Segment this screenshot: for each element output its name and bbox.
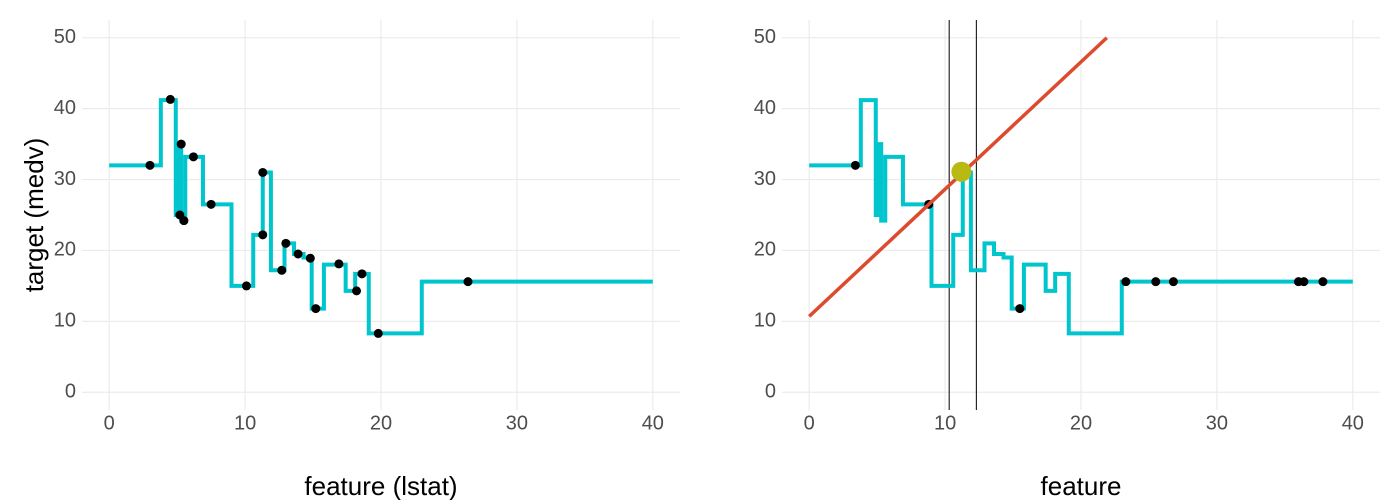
point xyxy=(311,304,321,314)
y-tick-label: 20 xyxy=(54,239,76,261)
point xyxy=(258,167,268,177)
y-tick-label: 0 xyxy=(765,381,776,403)
point xyxy=(1168,277,1178,287)
point xyxy=(1015,304,1025,314)
x-tick-label: 30 xyxy=(1206,412,1228,434)
y-tick-label: 30 xyxy=(754,168,776,190)
x-tick-label: 0 xyxy=(804,412,815,434)
point xyxy=(206,199,216,209)
point xyxy=(277,265,287,275)
y-tick-label: 40 xyxy=(54,97,76,119)
point xyxy=(1121,277,1131,287)
point xyxy=(463,277,473,287)
x-axis-title: feature (lstat) xyxy=(304,471,457,500)
point xyxy=(165,94,175,104)
x-axis-title: feature xyxy=(1041,471,1122,500)
y-tick-label: 40 xyxy=(754,97,776,119)
x-tick-label: 30 xyxy=(506,412,528,434)
point xyxy=(241,281,251,291)
point xyxy=(305,253,315,263)
point xyxy=(334,259,344,269)
x-tick-label: 20 xyxy=(1070,412,1092,434)
y-tick-label: 50 xyxy=(754,26,776,48)
point xyxy=(258,230,268,240)
point xyxy=(357,269,367,279)
y-tick-label: 20 xyxy=(754,239,776,261)
point xyxy=(850,160,860,170)
line xyxy=(809,98,1353,336)
point xyxy=(176,139,186,149)
point xyxy=(188,152,198,162)
point xyxy=(281,238,291,248)
y-tick-label: 0 xyxy=(65,381,76,403)
point xyxy=(293,249,303,259)
x-tick-label: 10 xyxy=(934,412,956,434)
panel: 0 10 20 30 40 50 0 10 20 30 40 feature xyxy=(754,20,1380,500)
point xyxy=(352,286,362,296)
panel: 0 10 20 30 40 50 0 10 20 30 40 feature (lstat) targe… xyxy=(19,20,680,500)
point xyxy=(1318,277,1328,287)
x-tick-label: 20 xyxy=(370,412,392,434)
point xyxy=(179,216,189,226)
x-tick-label: 0 xyxy=(104,412,115,434)
point xyxy=(145,160,155,170)
y-tick-label: 10 xyxy=(54,310,76,332)
point xyxy=(1151,277,1161,287)
y-tick-label: 30 xyxy=(54,168,76,190)
point xyxy=(373,328,383,338)
y-tick-label: 50 xyxy=(54,26,76,48)
y-tick-label: 10 xyxy=(754,310,776,332)
point xyxy=(951,161,972,182)
x-tick-label: 40 xyxy=(642,412,664,434)
x-tick-label: 10 xyxy=(234,412,256,434)
x-tick-label: 40 xyxy=(1342,412,1364,434)
point xyxy=(1299,277,1309,287)
y-axis-title: target (medv) xyxy=(19,138,49,293)
